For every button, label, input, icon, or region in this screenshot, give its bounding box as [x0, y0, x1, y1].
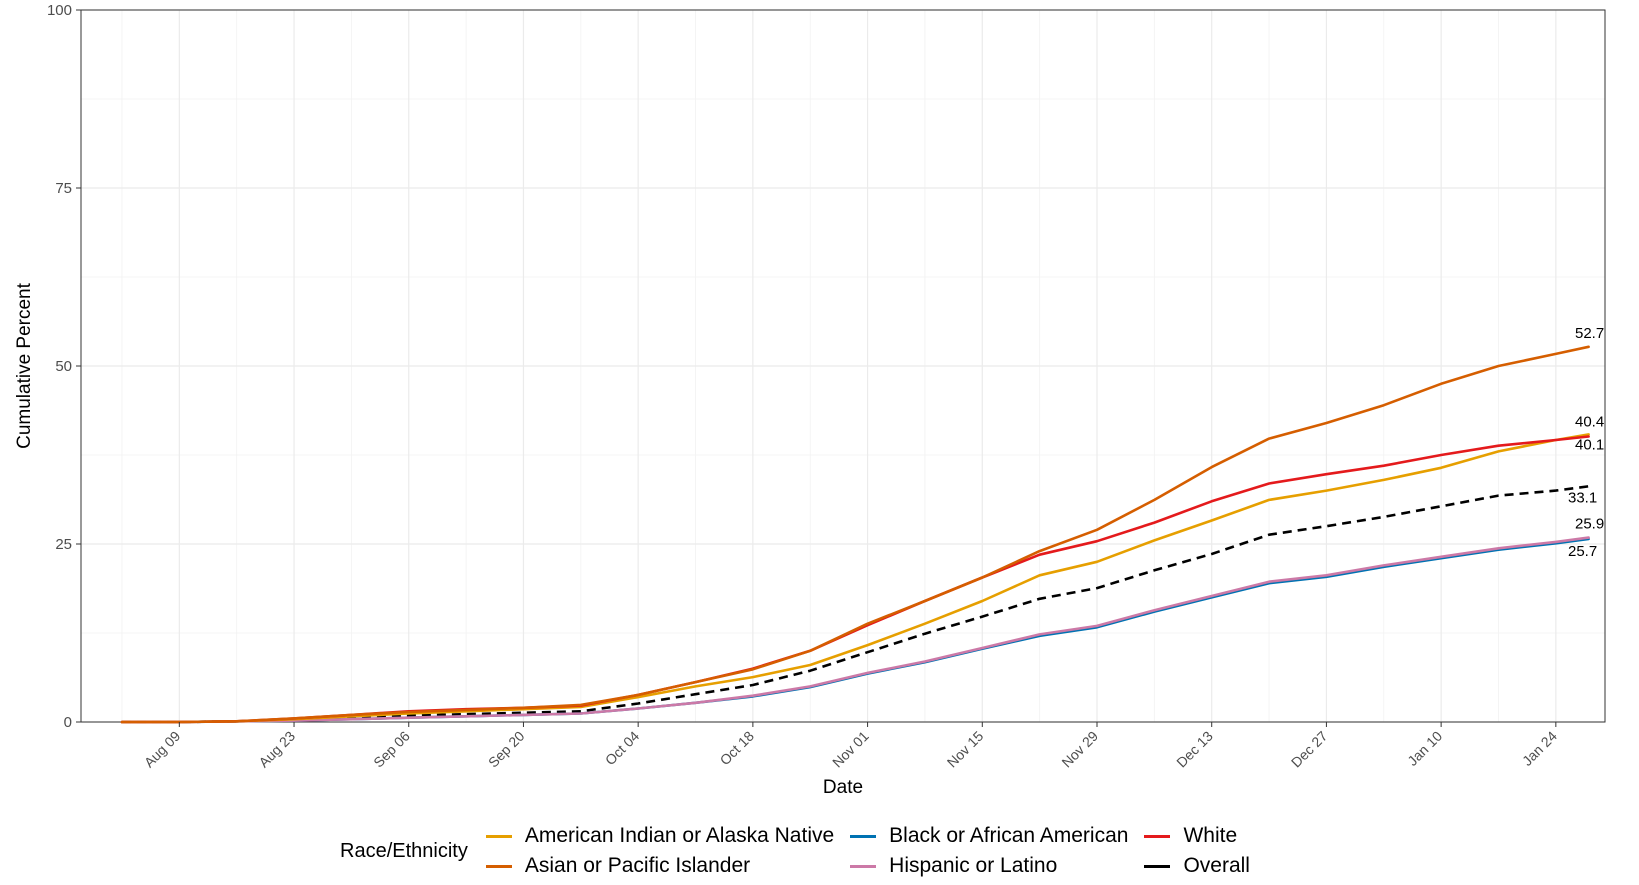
- y-axis-title: Cumulative Percent: [14, 282, 35, 449]
- legend-swatch: [1144, 834, 1171, 838]
- x-tick-label: Nov 29: [1058, 728, 1101, 771]
- x-tick-label: Jan 24: [1519, 728, 1560, 769]
- legend-label: Overall: [1183, 854, 1250, 877]
- legend-swatch: [1144, 864, 1171, 868]
- x-tick-label: Jan 10: [1404, 728, 1445, 769]
- x-tick-label: Aug 23: [255, 728, 298, 771]
- legend-swatch: [485, 834, 512, 838]
- end-labels: 40.4 52.7 25.7 25.9 40.1 33.1: [1568, 325, 1604, 560]
- y-tick-label: 50: [55, 358, 72, 375]
- series-lines: [120, 345, 1590, 724]
- legend-swatch: [485, 864, 512, 868]
- legend-items: American Indian or Alaska Native Black or…: [485, 822, 1250, 880]
- end-value-label: 25.7: [1568, 543, 1597, 560]
- series-line-white: [120, 435, 1590, 724]
- x-tick-label: Dec 27: [1288, 728, 1331, 771]
- series-line-overall: [122, 485, 1589, 724]
- legend-label: Asian or Pacific Islander: [524, 854, 751, 877]
- y-tick-label: 100: [47, 2, 72, 19]
- legend-item: White: [1144, 822, 1250, 850]
- x-tick-label: Oct 18: [717, 728, 758, 769]
- legend-item: Black or African American: [850, 822, 1128, 850]
- x-axis-title: Date: [823, 777, 863, 798]
- legend-label: Black or African American: [889, 824, 1129, 847]
- x-axis: Aug 09 Aug 23 Sep 06 Sep 20 Oct 04 Oct 18 Nov …: [141, 722, 1560, 770]
- x-tick-label: Sep 20: [485, 728, 528, 771]
- end-value-label: 33.1: [1568, 489, 1597, 506]
- end-value-label: 25.9: [1575, 516, 1604, 533]
- legend: Race/Ethnicity American Indian or Alaska…: [340, 822, 1250, 880]
- x-tick-label: Nov 01: [829, 728, 872, 771]
- legend-swatch: [850, 864, 877, 868]
- series-line-hispanic-or-latino: [120, 536, 1590, 724]
- x-tick-label: Dec 13: [1173, 728, 1216, 771]
- series-line-asian-or-pacific-islander: [120, 345, 1590, 724]
- grid-lines: [81, 9, 1605, 723]
- legend-swatch: [850, 834, 877, 838]
- legend-item: American Indian or Alaska Native: [485, 822, 835, 850]
- series-line-american-indian-or-alaska-native: [120, 433, 1590, 724]
- legend-title: Race/Ethnicity: [340, 839, 468, 862]
- legend-item: Overall: [1144, 852, 1250, 880]
- x-tick-label: Nov 15: [944, 728, 987, 771]
- end-value-label: 52.7: [1575, 325, 1604, 342]
- end-value-label: 40.1: [1575, 436, 1604, 453]
- legend-label: White: [1183, 824, 1238, 847]
- legend-label: American Indian or Alaska Native: [524, 824, 835, 847]
- y-tick-label: 25: [55, 536, 72, 553]
- end-value-label: 40.4: [1575, 413, 1604, 430]
- legend-item: Hispanic or Latino: [850, 852, 1128, 880]
- y-axis: 0 25 50 75 100: [47, 2, 81, 731]
- legend-item: Asian or Pacific Islander: [485, 852, 834, 880]
- x-tick-label: Oct 04: [602, 728, 643, 769]
- y-tick-label: 75: [55, 180, 72, 197]
- x-tick-label: Sep 06: [370, 728, 413, 771]
- x-tick-label: Aug 09: [141, 728, 184, 771]
- legend-label: Hispanic or Latino: [889, 854, 1058, 877]
- y-tick-label: 0: [64, 714, 72, 731]
